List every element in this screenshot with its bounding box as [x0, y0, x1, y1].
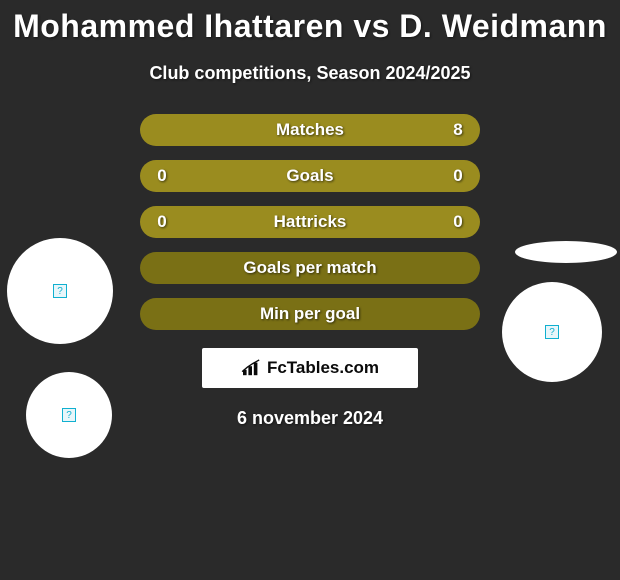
decorative-oval	[515, 241, 617, 263]
player-photo-right: ?	[502, 282, 602, 382]
stat-row: Goals per match	[140, 252, 480, 284]
stat-label: Min per goal	[260, 304, 360, 324]
stat-value-right: 0	[448, 166, 468, 186]
stat-row: Min per goal	[140, 298, 480, 330]
stat-value-left: 0	[152, 212, 172, 232]
comparison-panel: ? ? ? Matches 8 0 Goals 0 0 Hattricks 0 Goals pe…	[0, 114, 620, 429]
stat-value-right: 8	[448, 120, 468, 140]
page-title: Mohammed Ihattaren vs D. Weidmann	[0, 0, 620, 45]
stat-row: Matches 8	[140, 114, 480, 146]
image-placeholder-icon: ?	[62, 408, 76, 422]
subtitle: Club competitions, Season 2024/2025	[0, 63, 620, 84]
stat-row: 0 Hattricks 0	[140, 206, 480, 238]
stat-label: Hattricks	[274, 212, 347, 232]
stat-value-right: 0	[448, 212, 468, 232]
stat-bars: Matches 8 0 Goals 0 0 Hattricks 0 Goals per matc…	[140, 114, 480, 330]
stat-row: 0 Goals 0	[140, 160, 480, 192]
branding-badge: FcTables.com	[202, 348, 418, 388]
bar-chart-icon	[241, 359, 263, 377]
player-photo-left-1: ?	[7, 238, 113, 344]
stat-label: Goals	[286, 166, 333, 186]
stat-label: Matches	[276, 120, 344, 140]
image-placeholder-icon: ?	[545, 325, 559, 339]
stat-value-left: 0	[152, 166, 172, 186]
image-placeholder-icon: ?	[53, 284, 67, 298]
player-photo-left-2: ?	[26, 372, 112, 458]
stat-label: Goals per match	[243, 258, 376, 278]
branding-text: FcTables.com	[267, 358, 379, 378]
